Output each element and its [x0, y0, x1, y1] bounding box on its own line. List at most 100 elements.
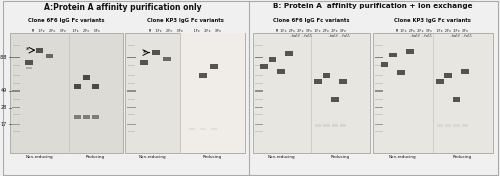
Text: M 1Fc 2Fc 2Fc 3Fc  1Fc 2Fc 2Fc 3Fc: M 1Fc 2Fc 2Fc 3Fc 1Fc 2Fc 2Fc 3Fc: [396, 29, 468, 33]
Bar: [444, 73, 452, 78]
Text: Non-reducing: Non-reducing: [139, 155, 166, 159]
Bar: [128, 124, 136, 125]
Bar: [256, 99, 262, 100]
Bar: [376, 114, 383, 115]
Bar: [255, 107, 263, 108]
Bar: [255, 90, 263, 92]
Bar: [260, 64, 268, 69]
Bar: [375, 124, 384, 125]
Bar: [152, 50, 160, 55]
Text: Clone 6F6 IgG Fc variants: Clone 6F6 IgG Fc variants: [273, 18, 349, 23]
Bar: [376, 45, 383, 46]
Bar: [372, 33, 492, 153]
Text: -half -full        -half -full: -half -full -half -full: [272, 34, 350, 38]
Bar: [12, 131, 20, 132]
Bar: [26, 60, 33, 65]
Bar: [268, 57, 276, 62]
Bar: [461, 69, 469, 74]
Text: -half -full         -half -full: -half -full -half -full: [392, 34, 472, 38]
Text: Reducing: Reducing: [331, 155, 350, 159]
Bar: [128, 45, 136, 46]
Bar: [375, 90, 384, 92]
Bar: [380, 62, 388, 67]
Bar: [46, 54, 53, 58]
Text: Reducing: Reducing: [453, 155, 472, 159]
Bar: [180, 33, 245, 153]
Text: Clone 6F6 IgG Fc variants: Clone 6F6 IgG Fc variants: [28, 18, 104, 23]
Bar: [255, 57, 263, 58]
Text: 28: 28: [1, 105, 7, 110]
Text: M 1Fc 2Fc 2Fc 3Fc 1Fc 2Fc 2Fc 3Fc: M 1Fc 2Fc 2Fc 3Fc 1Fc 2Fc 2Fc 3Fc: [276, 29, 346, 33]
Bar: [128, 107, 136, 108]
Bar: [125, 33, 245, 153]
Bar: [12, 114, 20, 115]
Bar: [12, 57, 20, 58]
Bar: [74, 115, 81, 119]
Bar: [74, 84, 81, 89]
Text: Non-reducing: Non-reducing: [388, 155, 416, 159]
Text: 188: 188: [0, 55, 7, 60]
Bar: [83, 75, 90, 80]
Bar: [398, 70, 405, 75]
Text: B: Protein A  affinity purification + Ion exchange: B: Protein A affinity purification + Ion…: [273, 3, 472, 9]
Bar: [12, 90, 20, 92]
Bar: [322, 73, 330, 78]
Bar: [256, 114, 262, 115]
Bar: [256, 131, 262, 132]
Bar: [445, 124, 451, 127]
Bar: [255, 124, 263, 125]
Bar: [128, 114, 136, 115]
Bar: [376, 99, 383, 100]
Bar: [340, 124, 346, 127]
Text: 49: 49: [1, 88, 7, 93]
Text: Non-reducing: Non-reducing: [268, 155, 295, 159]
Text: Non-reducing: Non-reducing: [26, 155, 53, 159]
Bar: [436, 79, 444, 84]
Bar: [462, 124, 468, 127]
Bar: [12, 65, 20, 66]
Bar: [12, 75, 20, 76]
Bar: [376, 131, 383, 132]
Bar: [454, 124, 460, 127]
Bar: [256, 45, 262, 46]
Bar: [339, 79, 347, 84]
Bar: [277, 69, 284, 74]
Text: *: *: [26, 47, 30, 53]
Bar: [128, 131, 136, 132]
Text: *: *: [143, 50, 146, 56]
Bar: [285, 51, 292, 56]
Bar: [256, 83, 262, 84]
Bar: [92, 115, 99, 119]
Bar: [315, 124, 322, 127]
Bar: [92, 84, 99, 89]
Bar: [199, 73, 207, 78]
Bar: [26, 67, 32, 69]
Bar: [332, 124, 338, 127]
Bar: [83, 115, 90, 119]
Bar: [210, 64, 218, 69]
Bar: [128, 57, 136, 58]
Bar: [389, 52, 397, 57]
Bar: [331, 97, 338, 102]
Bar: [375, 107, 384, 108]
Bar: [314, 79, 322, 84]
Text: A:Protein A affinity purification only: A:Protein A affinity purification only: [44, 3, 202, 12]
Text: Clone KP3 IgG Fc variants: Clone KP3 IgG Fc variants: [146, 18, 224, 23]
Text: M  1Fc  2Fc  3Fc   1Fc  2Fc  3Fc: M 1Fc 2Fc 3Fc 1Fc 2Fc 3Fc: [32, 29, 100, 33]
Bar: [324, 124, 330, 127]
Bar: [12, 83, 20, 84]
Bar: [12, 45, 20, 46]
Bar: [256, 75, 262, 76]
Bar: [376, 83, 383, 84]
Bar: [406, 49, 413, 54]
Bar: [12, 99, 20, 100]
Bar: [128, 90, 136, 92]
Bar: [12, 107, 20, 108]
Bar: [128, 83, 136, 84]
Bar: [256, 65, 262, 66]
Bar: [128, 65, 136, 66]
Bar: [436, 124, 443, 127]
Text: M  1Fc  2Fc  3Fc     1Fc  2Fc  3Fc: M 1Fc 2Fc 3Fc 1Fc 2Fc 3Fc: [149, 29, 221, 33]
Bar: [189, 128, 196, 130]
Bar: [128, 75, 136, 76]
